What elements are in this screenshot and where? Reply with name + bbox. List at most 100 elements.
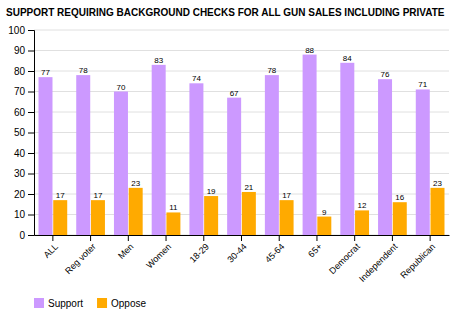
bar — [152, 65, 166, 235]
tick: 90 — [14, 45, 34, 56]
tick-label: Independent — [357, 241, 400, 284]
legend-label: Oppose — [111, 298, 146, 309]
bar — [431, 188, 445, 235]
tick-mark — [28, 194, 34, 195]
tick-label: 18-29 — [188, 241, 211, 264]
tick-mark — [90, 235, 91, 241]
tick-label: 20 — [14, 189, 26, 200]
tick-label: 90 — [14, 45, 26, 56]
tick-mark — [28, 133, 34, 134]
tick: 70 — [14, 86, 34, 97]
tick-mark — [203, 235, 204, 241]
tick-mark — [166, 235, 167, 241]
tick-mark — [28, 71, 34, 72]
bar — [76, 75, 90, 235]
tick-label: Reg voter — [63, 241, 98, 276]
tick: 50 — [14, 127, 34, 138]
tick-label: Women — [144, 241, 173, 270]
tick-label: 70 — [14, 86, 26, 97]
tick-label: 50 — [14, 127, 26, 138]
tick-mark — [28, 174, 34, 175]
bar — [317, 217, 331, 235]
tick: Democrat — [327, 235, 362, 276]
bar — [166, 212, 180, 235]
tick-mark — [128, 235, 129, 241]
bar — [355, 210, 369, 235]
data-label: 16 — [395, 193, 404, 202]
legend: Support Oppose — [34, 298, 146, 309]
data-label: 17 — [282, 191, 291, 200]
data-label: 12 — [358, 201, 367, 210]
legend-label: Support — [48, 298, 83, 309]
data-label: 76 — [381, 70, 390, 79]
tick: Republican — [398, 235, 437, 280]
tick-label: 10 — [14, 209, 26, 220]
data-label: 17 — [93, 191, 102, 200]
tick-label: Democrat — [327, 241, 362, 276]
bar — [340, 63, 354, 235]
legend-swatch — [97, 298, 107, 308]
bar — [265, 75, 279, 235]
tick-mark — [430, 235, 431, 241]
data-label: 74 — [192, 74, 201, 83]
tick-mark — [354, 235, 355, 241]
tick-label: 60 — [14, 107, 26, 118]
tick-mark — [316, 235, 317, 241]
bars — [39, 55, 445, 235]
tick: 30-44 — [225, 235, 248, 265]
tick: 10 — [14, 209, 34, 220]
tick-mark — [28, 235, 34, 236]
x-axis: ALLReg voterMenWomen18-2930-4445-6465+De… — [35, 235, 450, 284]
tick-mark — [28, 92, 34, 93]
bar — [129, 188, 143, 235]
bar — [242, 192, 256, 235]
data-label: 83 — [154, 56, 163, 65]
tick-label: Republican — [398, 241, 437, 280]
bar — [53, 200, 67, 235]
grid — [34, 30, 449, 235]
data-label: 84 — [343, 54, 352, 63]
tick: 100 — [8, 25, 34, 36]
tick-label: 45-64 — [263, 241, 286, 264]
bar — [204, 196, 218, 235]
tick: ALL — [42, 235, 60, 260]
tick-mark — [28, 30, 34, 31]
data-label: 78 — [267, 66, 276, 75]
data-label: 67 — [230, 89, 239, 98]
tick-mark — [28, 51, 34, 52]
grid-line — [34, 50, 449, 51]
bar — [227, 98, 241, 235]
legend-swatch — [34, 298, 44, 308]
axis-domain — [28, 31, 35, 236]
data-label: 17 — [56, 191, 65, 200]
bar — [393, 202, 407, 235]
tick: Independent — [357, 235, 400, 284]
title: SUPPORT REQUIRING BACKGROUND CHECKS FOR … — [6, 7, 445, 18]
tick: Men — [116, 235, 135, 261]
tick: Reg voter — [63, 235, 98, 276]
tick: 40 — [14, 148, 34, 159]
tick-label: 0 — [19, 230, 25, 241]
tick-mark — [392, 235, 393, 241]
y-axis: 0 10 20 30 40 50 60 70 80 90 100 — [8, 25, 34, 241]
tick-mark — [28, 112, 34, 113]
data-labels: 7778708374677888847671171723111921179121… — [41, 46, 442, 217]
tick-mark — [28, 153, 34, 154]
tick-mark — [279, 235, 280, 241]
bar — [416, 89, 430, 235]
data-label: 70 — [117, 83, 126, 92]
tick-label: 80 — [14, 66, 26, 77]
tick: 0 — [19, 230, 34, 241]
tick-label: ALL — [42, 241, 60, 259]
tick-label: 40 — [14, 148, 26, 159]
tick: 30 — [14, 168, 34, 179]
tick-mark — [28, 215, 34, 216]
tick: 20 — [14, 189, 34, 200]
tick-mark — [52, 235, 53, 241]
tick-label: 100 — [8, 25, 25, 36]
bar — [303, 55, 317, 235]
data-label: 23 — [433, 179, 442, 188]
plot: 7778708374677888847671171723111921179121… — [8, 25, 449, 284]
data-label: 77 — [41, 68, 50, 77]
data-label: 19 — [207, 187, 216, 196]
